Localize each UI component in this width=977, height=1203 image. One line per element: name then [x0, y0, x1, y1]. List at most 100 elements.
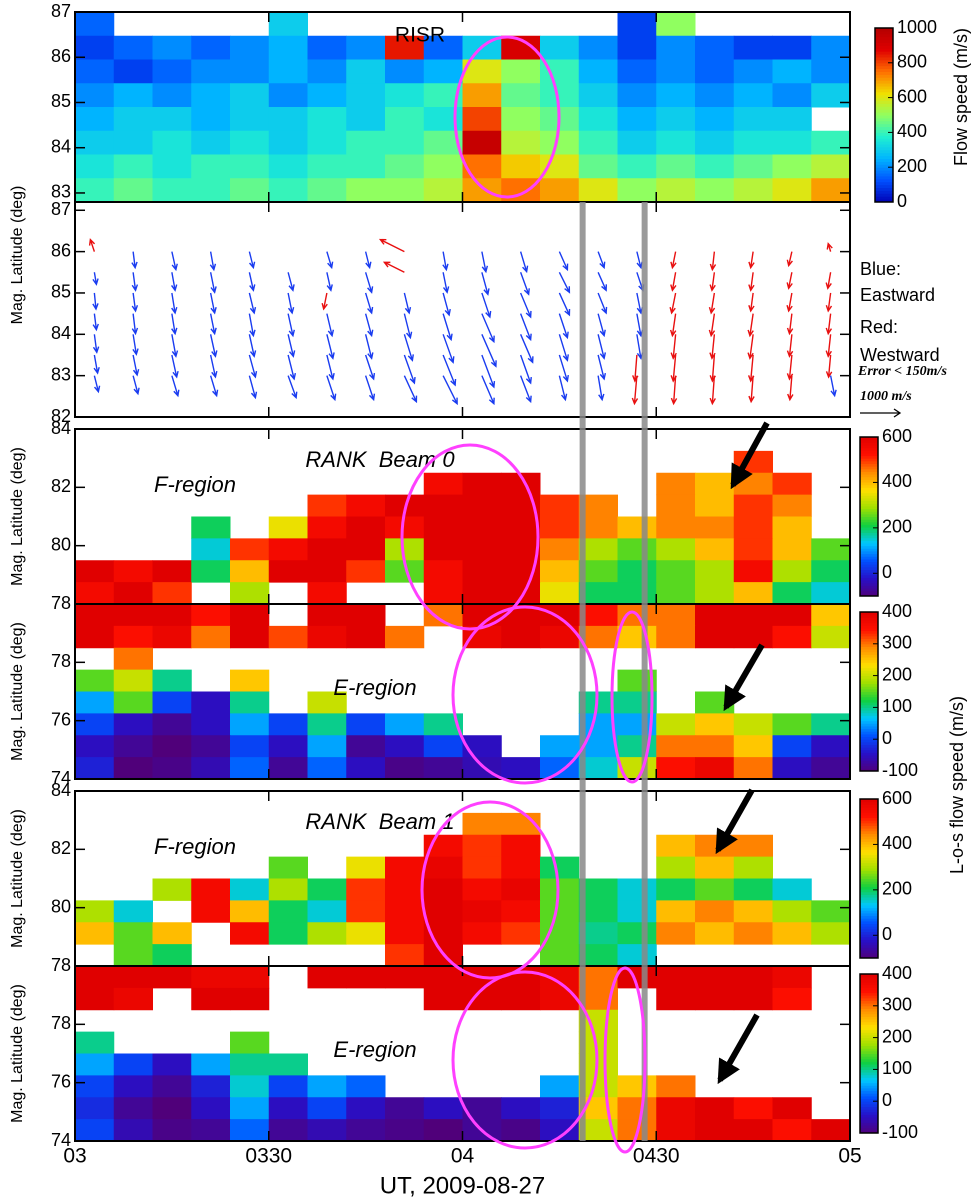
flow-vector	[171, 334, 179, 358]
colorbar-swatch	[860, 875, 878, 879]
heat-cell	[307, 154, 347, 179]
y-axis-label: Mag. Latitude (deg)	[9, 984, 26, 1123]
heat-cell	[307, 922, 347, 945]
heat-cell	[462, 516, 502, 539]
colorbar-swatch	[860, 942, 878, 946]
colorbar-swatch	[860, 638, 878, 642]
colorbar-swatch	[860, 984, 878, 988]
heat-cell	[656, 130, 696, 155]
heat-cell	[540, 604, 580, 627]
heat-cell	[385, 538, 425, 561]
heat-cell	[695, 494, 735, 517]
heat-cell	[113, 582, 153, 605]
colorbar-swatch	[860, 744, 878, 748]
colorbar-swatch	[860, 725, 878, 730]
heat-cell	[385, 878, 425, 901]
heat-cell	[733, 625, 773, 649]
flow-vector	[631, 375, 639, 406]
colorbar-swatch	[860, 1003, 878, 1007]
highlight-ellipse	[610, 610, 654, 784]
heat-cell	[385, 130, 425, 155]
heat-cell	[307, 582, 347, 605]
colorbar-swatch	[860, 905, 878, 909]
heat-cell	[75, 691, 115, 714]
heat-cell	[578, 178, 618, 203]
heat-cell	[656, 1075, 696, 1098]
heat-cell	[501, 494, 541, 517]
heat-cell	[695, 966, 735, 989]
colorbar-swatch	[875, 91, 893, 96]
colorbar-swatch	[860, 643, 878, 647]
colorbar-swatch	[860, 497, 878, 502]
heat-cell	[75, 669, 115, 692]
colorbar-tick-label: 300	[882, 995, 912, 1015]
flow-vector	[597, 292, 608, 315]
colorbar-swatch	[860, 765, 878, 769]
colorbar-swatch	[860, 1095, 878, 1100]
colorbar-swatch	[860, 519, 878, 523]
heat-cell	[230, 878, 270, 901]
heat-cell	[811, 900, 851, 923]
colorbar-swatch	[860, 1045, 878, 1049]
colorbar-tick-label: 100	[882, 696, 912, 716]
flow-vector	[171, 354, 179, 379]
heat-cell	[540, 735, 580, 758]
heat-cell	[501, 178, 541, 203]
heat-cell	[733, 966, 773, 989]
colorbar-swatch	[860, 920, 878, 925]
colorbar-swatch	[860, 513, 878, 517]
heat-cell	[385, 856, 425, 879]
colorbar-swatch	[860, 1069, 878, 1073]
colorbar-swatch	[860, 1103, 878, 1107]
heat-cell	[772, 1097, 812, 1120]
heat-cell	[656, 582, 696, 605]
heat-cell	[578, 1119, 618, 1142]
heat-cell	[578, 516, 618, 539]
flow-vector	[442, 292, 451, 317]
colorbar-swatch	[860, 739, 878, 743]
colorbar-swatch	[860, 439, 878, 443]
heat-cell	[695, 987, 735, 1011]
heat-cell	[230, 582, 270, 605]
arrow	[723, 643, 765, 712]
colorbar-swatch	[860, 1074, 878, 1078]
heat-cell	[113, 1119, 153, 1142]
heat-cell	[268, 130, 308, 155]
heat-cell	[733, 900, 773, 923]
heat-cell	[540, 1097, 580, 1120]
heat-cell	[733, 757, 773, 780]
flow-vector	[481, 272, 490, 296]
colorbar-swatch	[860, 1127, 878, 1131]
heat-cell	[656, 538, 696, 561]
heat-cell	[695, 735, 735, 758]
heat-cell	[501, 538, 541, 561]
flow-vector	[709, 251, 717, 272]
heat-cell	[268, 538, 308, 561]
colorbar-swatch	[860, 846, 878, 850]
colorbar-swatch	[860, 463, 878, 467]
colorbar-swatch	[860, 741, 878, 745]
heat-cell	[385, 900, 425, 923]
colorbar-swatch	[875, 158, 893, 162]
heat-cell	[772, 1119, 812, 1142]
heat-cell	[501, 59, 541, 84]
flow-vector	[786, 334, 794, 358]
flow-vector	[481, 354, 496, 389]
colorbar-swatch	[860, 1032, 878, 1036]
flow-vector	[670, 375, 678, 406]
heat-cell	[75, 735, 115, 758]
heat-cell	[385, 757, 425, 780]
heat-cell	[578, 900, 618, 923]
flow-vector	[442, 313, 453, 342]
colorbar-swatch	[860, 471, 878, 475]
flow-vector	[558, 271, 571, 294]
colorbar-swatch	[860, 649, 878, 653]
heat-cell	[230, 107, 270, 132]
heat-cell	[540, 1119, 580, 1142]
heat-cell	[268, 560, 308, 583]
heat-cell	[772, 107, 812, 132]
heat-cell	[811, 59, 851, 84]
colorbar-swatch	[860, 768, 878, 772]
heat-cell	[230, 1031, 270, 1054]
heat-cell	[772, 757, 812, 780]
